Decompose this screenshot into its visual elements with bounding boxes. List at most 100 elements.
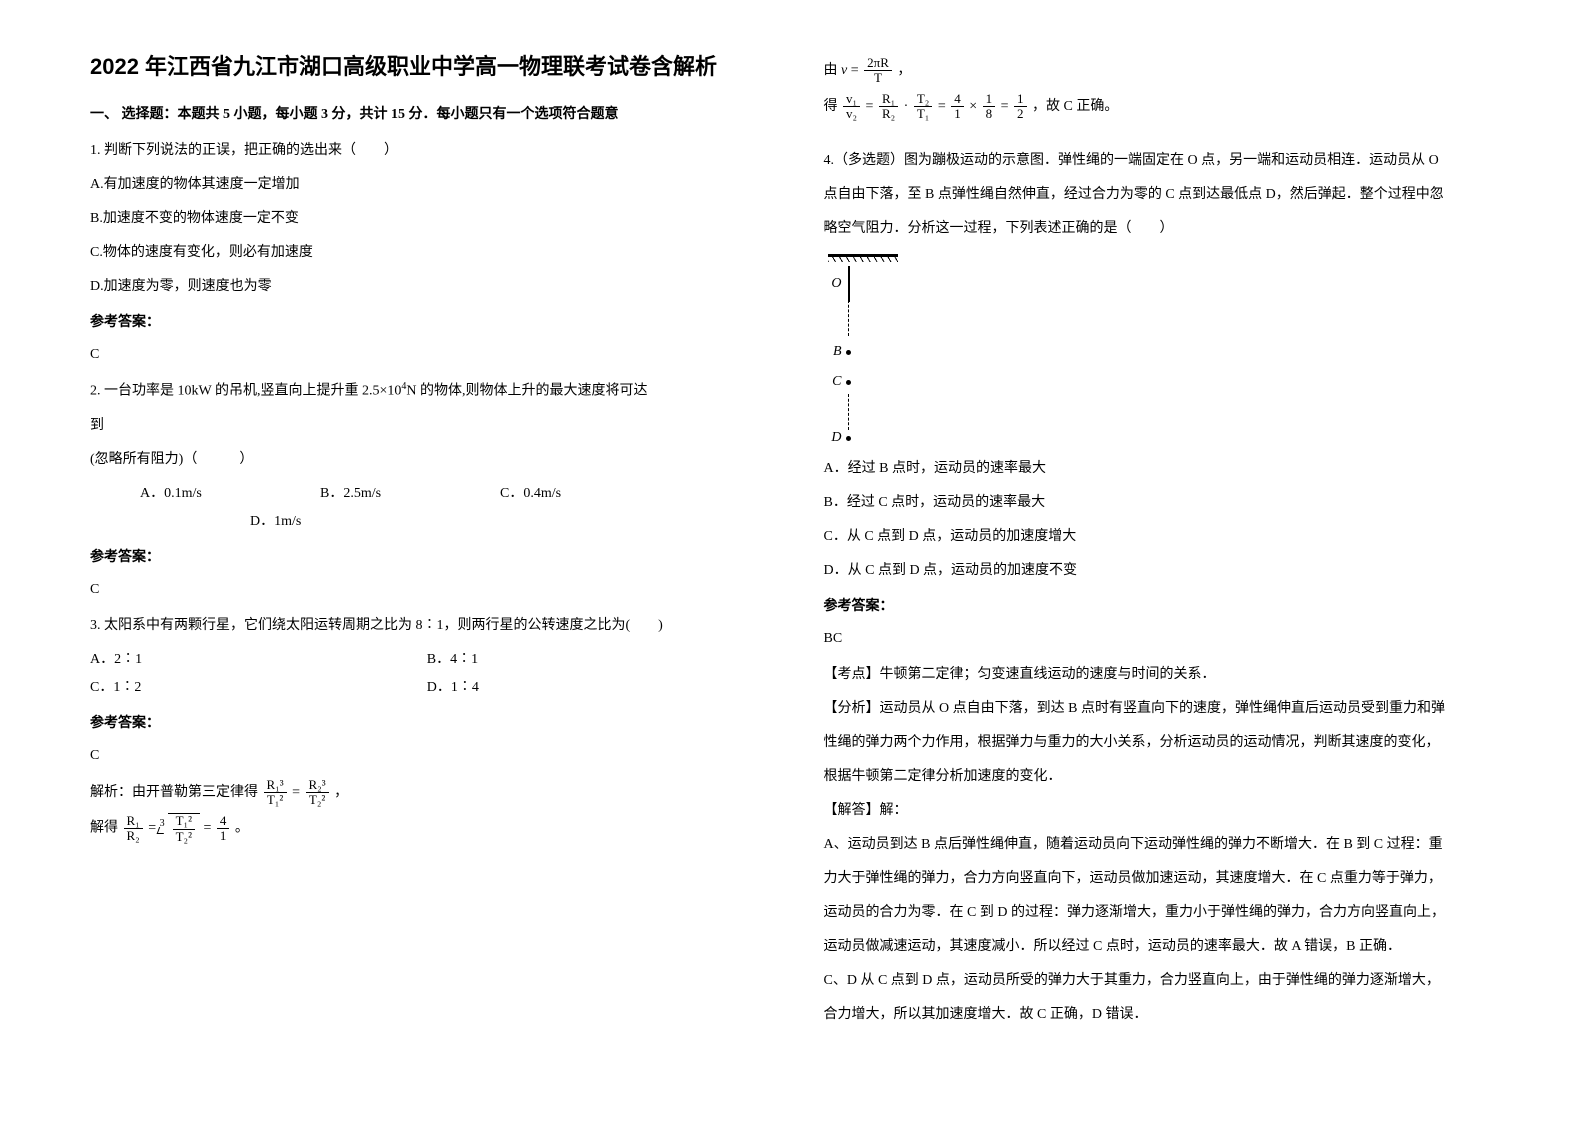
q4-answer-label: 参考答案： — [824, 593, 1498, 621]
q3-ratio-formula: 得 v₁ v₂ = R₁ R₂ · T₂ T₁ = 4 1 × 1 8 = 1 … — [824, 92, 1498, 122]
q4-stem-l3: 略空气阻力．分析这一过程，下列表述正确的是（ ） — [824, 215, 1498, 243]
q3-opt-c: C．1∶2 — [90, 674, 427, 702]
solve-head-text: 解： — [880, 803, 908, 818]
q3-v-eq: = — [851, 63, 859, 78]
kepler-rhs-den: T₂² — [306, 793, 329, 807]
ratio-v-num: v₁ — [843, 92, 860, 107]
q2-opt-c: C．0.4m/s — [500, 480, 680, 508]
q4-stem-l2: 点自由下落，至 B 点弹性绳自然伸直，经过合力为零的 C 点到达最低点 D，然后… — [824, 181, 1498, 209]
ratio-c-num: 1 — [1014, 92, 1027, 107]
solve-r-num: R₁ — [124, 814, 143, 829]
q2-answer: C — [90, 576, 764, 604]
kepler-lhs: R₁³ T₁² — [264, 778, 287, 808]
diag-rope-solid — [848, 266, 850, 302]
q4-solve-head: 【解答】解： — [824, 797, 1498, 825]
q4-solve-2: 力大于弹性绳的弹力，合力方向竖直向下，运动员做加速运动，其速度增大．在 C 点重… — [824, 865, 1498, 893]
ratio-b-num: 1 — [983, 92, 996, 107]
q2-stem-line1: 2. 一台功率是 10kW 的吊机,竖直向上提升重 2.5×104N 的物体,则… — [90, 377, 764, 406]
ratio-t-den: T₁ — [914, 107, 932, 121]
q3-opt-a: A．2∶1 — [90, 646, 427, 674]
kepler-rhs: R₂³ T₂² — [306, 778, 329, 808]
topic-label: 【考点】 — [824, 667, 880, 682]
diag-dot-c — [846, 380, 851, 385]
q1-opt-c: C.物体的速度有变化，则必有加速度 — [90, 239, 764, 267]
ratio-eq2: = — [938, 99, 946, 114]
q2-stem-part1: 2. 一台功率是 10kW 的吊机,竖直向上提升重 2.5×10 — [90, 384, 401, 399]
q2-answer-label: 参考答案： — [90, 544, 764, 572]
q3-v-den: T — [864, 71, 892, 85]
q1-stem: 1. 判断下列说法的正误，把正确的选出来（ ） — [90, 137, 764, 165]
solve-r-ratio: R₁ R₂ — [124, 814, 143, 844]
solve-r-den: R₂ — [124, 829, 143, 843]
q1-opt-a: A.有加速度的物体其速度一定增加 — [90, 171, 764, 199]
q4-opt-b: B．经过 C 点时，运动员的速率最大 — [824, 489, 1498, 517]
diag-rope-dash-2 — [848, 394, 849, 430]
diag-label-c: C — [828, 373, 846, 391]
ratio-c-den: 2 — [1014, 107, 1027, 121]
q3-solve-prefix: 解得 — [90, 821, 118, 836]
right-column: 由 v = 2πR T ， 得 v₁ v₂ = R₁ R₂ · T₂ T₁ = … — [794, 50, 1528, 1072]
q2-stem-line2: 到 — [90, 412, 764, 440]
diag-dot-b — [846, 350, 851, 355]
q1-opt-b: B.加速度不变的物体速度一定不变 — [90, 205, 764, 233]
ratio-v-den: v₂ — [843, 107, 860, 121]
diag-dot-d — [846, 436, 851, 441]
analysis-text1: 运动员从 O 点自由下落，到达 B 点时有竖直向下的速度，弹性绳伸直后运动员受到… — [880, 701, 1445, 716]
analysis-label: 【分析】 — [824, 701, 880, 716]
q2-opt-b: B．2.5m/s — [320, 480, 500, 508]
q4-opt-d: D．从 C 点到 D 点，运动员的加速度不变 — [824, 557, 1498, 585]
q3-col2-pre1: 由 — [824, 63, 838, 78]
q1-answer: C — [90, 341, 764, 369]
ratio-b-den: 8 — [983, 107, 996, 121]
q3-stem: 3. 太阳系中有两颗行星，它们绕太阳运转周期之比为 8∶1，则两行星的公转速度之… — [90, 612, 764, 640]
kepler-rhs-num: R₂³ — [306, 778, 329, 793]
q4-topic: 【考点】牛顿第二定律；匀变速直线运动的速度与时间的关系． — [824, 661, 1498, 689]
diagram-ceiling — [828, 254, 898, 261]
ratio-r-num: R₁ — [879, 92, 898, 107]
solve-result-den: 1 — [217, 829, 230, 843]
q4-analysis-line3: 根据牛顿第二定律分析加速度的变化． — [824, 763, 1498, 791]
left-column: 2022 年江西省九江市湖口高级职业中学高一物理联考试卷含解析 一、 选择题：本… — [60, 50, 794, 1072]
solve-eq1: = — [148, 821, 156, 836]
q3-answer-label: 参考答案： — [90, 710, 764, 738]
q2-stem-part1-after: N 的物体,则物体上升的最大速度将可达 — [406, 384, 647, 399]
q4-solve-6: 合力增大，所以其加速度增大．故 C 正确，D 错误． — [824, 1001, 1498, 1029]
q3-conclusion: ，故 C 正确。 — [1032, 99, 1118, 114]
q2-opt-a: A．0.1m/s — [140, 480, 320, 508]
ratio-eq1: = — [866, 99, 874, 114]
diag-label-b: B — [828, 343, 846, 361]
ratio-c: 1 2 — [1014, 92, 1027, 122]
sqrt-frac: T₁² T₂² — [173, 814, 195, 844]
q2-options-row1: A．0.1m/s B．2.5m/s C．0.4m/s — [90, 480, 764, 508]
ratio-a-num: 4 — [951, 92, 964, 107]
q3-v-sym: v — [841, 63, 847, 78]
q3-v-num: 2πR — [864, 56, 892, 71]
exam-title: 2022 年江西省九江市湖口高级职业中学高一物理联考试卷含解析 — [90, 50, 764, 83]
solve-label: 【解答】 — [824, 803, 880, 818]
kepler-eq: = — [292, 785, 300, 800]
q4-analysis-line2: 性绳的弹力两个力作用，根据弹力与重力的大小关系，分析运动员的运动情况，判断其速度… — [824, 729, 1498, 757]
q3-v-frac: 2πR T — [864, 56, 892, 86]
sqrt-den: T₂² — [173, 830, 195, 844]
ratio-r: R₁ R₂ — [879, 92, 898, 122]
kepler-lhs-den: T₁² — [264, 793, 287, 807]
q4-solve-1: A、运动员到达 B 点后弹性绳伸直，随着运动员向下运动弹性绳的弹力不断增大．在 … — [824, 831, 1498, 859]
kepler-comma: ， — [334, 785, 348, 800]
ratio-b: 1 8 — [983, 92, 996, 122]
q3-kepler-formula: 解析：由开普勒第三定律得 R₁³ T₁² = R₂³ T₂² ， — [90, 778, 764, 808]
ratio-dot: · — [904, 99, 909, 114]
q4-analysis-line1: 【分析】运动员从 O 点自由下落，到达 B 点时有竖直向下的速度，弹性绳伸直后运… — [824, 695, 1498, 723]
solve-period: 。 — [235, 821, 249, 836]
diag-rope-dash-1 — [848, 300, 849, 336]
q4-opt-a: A．经过 B 点时，运动员的速率最大 — [824, 455, 1498, 483]
kepler-lhs-num: R₁³ — [264, 778, 287, 793]
q4-opt-c: C．从 C 点到 D 点，运动员的加速度增大 — [824, 523, 1498, 551]
ratio-eq3: = — [1001, 99, 1009, 114]
ratio-t: T₂ T₁ — [914, 92, 932, 122]
q4-solve-3: 运动员的合力为零．在 C 到 D 的过程：弹力逐渐增大，重力小于弹性绳的弹力，合… — [824, 899, 1498, 927]
q4-diagram: O B C D — [828, 249, 1498, 447]
q3-opt-d: D．1∶4 — [427, 674, 764, 702]
q2-options-row2: D．1m/s — [90, 508, 764, 536]
diag-label-o: O — [828, 275, 846, 293]
q2-opt-d: D．1m/s — [250, 508, 430, 536]
